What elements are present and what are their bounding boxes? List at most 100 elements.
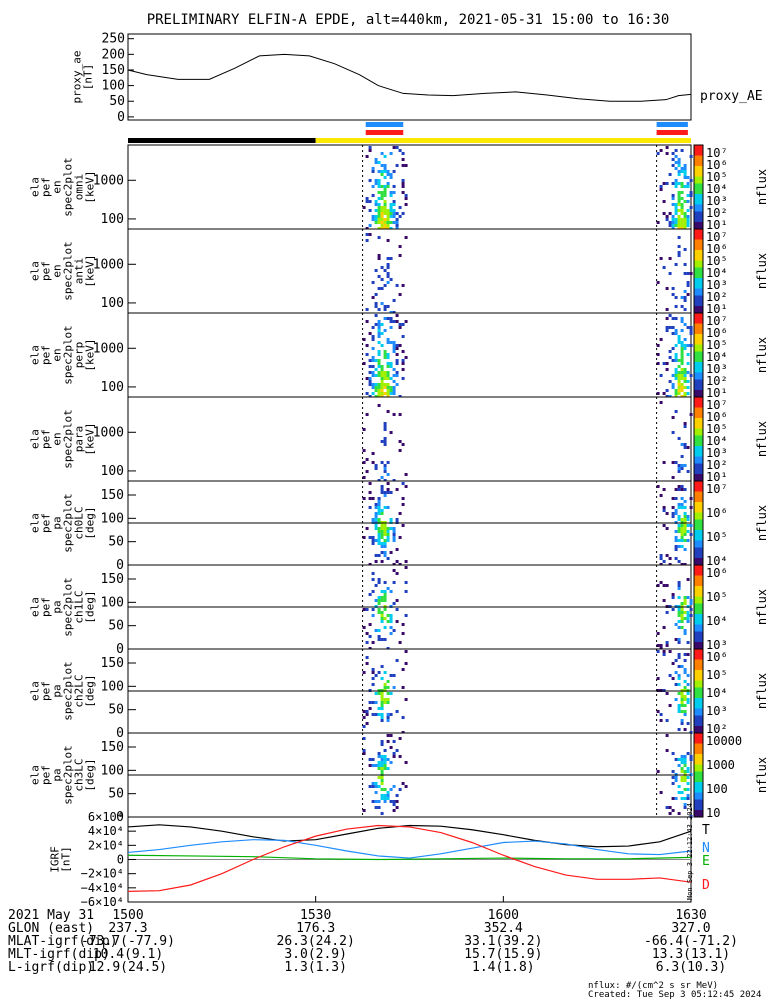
colorbar-tick: 10⁷ — [706, 482, 728, 496]
spec-cell — [683, 788, 687, 791]
spec-cell — [683, 212, 687, 215]
colorbar-step — [694, 320, 703, 324]
spec-cell — [380, 713, 384, 716]
ytick-label: 100 — [102, 79, 125, 94]
spec-cell — [362, 362, 366, 365]
spec-cell — [404, 194, 408, 197]
spec-cell — [386, 488, 390, 491]
spec-cell — [680, 485, 684, 488]
spec-cell — [383, 506, 387, 509]
colorbar-step — [694, 211, 703, 216]
colorbar-label: nflux — [755, 673, 769, 709]
spec-cell — [674, 374, 678, 377]
ylabel-line: en — [51, 432, 64, 445]
spec-cell — [662, 626, 666, 629]
spec-cell — [395, 659, 399, 662]
spec-cell — [377, 536, 381, 539]
spec-cell — [686, 617, 690, 620]
spec-cell — [371, 170, 375, 173]
colorbar-step — [694, 162, 703, 167]
igrf-legend-N: N — [702, 841, 710, 856]
spec-cell — [662, 488, 666, 491]
spec-cell — [371, 326, 375, 329]
spec-cell — [680, 797, 684, 800]
colorbar-step — [694, 750, 703, 755]
spec-cell — [377, 497, 381, 500]
spec-cell — [656, 353, 660, 356]
spec-cell — [380, 509, 384, 512]
spec-cell — [377, 599, 381, 602]
spec-cell — [368, 179, 372, 182]
spec-cell — [686, 683, 690, 686]
spec-cell — [662, 524, 666, 527]
spec-cell — [380, 380, 384, 383]
spec-cell — [383, 533, 387, 536]
spec-cell — [362, 206, 366, 209]
spec-cell — [680, 341, 684, 344]
panel-frame — [127, 228, 692, 314]
spec-cell — [671, 374, 675, 377]
spec-cell — [674, 296, 678, 299]
colorbar-step — [694, 421, 703, 426]
spec-cell — [368, 491, 372, 494]
colorbar-step — [694, 498, 703, 503]
spec-cell — [689, 206, 693, 209]
colorbar-tick: 10⁶ — [706, 410, 728, 424]
spec-cell — [683, 764, 687, 767]
spec-cell — [656, 362, 660, 365]
spec-cell — [386, 218, 390, 221]
spec-cell — [686, 344, 690, 347]
spec-cell — [686, 776, 690, 779]
spec-cell — [689, 758, 693, 761]
colorbar-step — [694, 236, 703, 240]
spec-cell — [668, 224, 672, 227]
spec-cell — [401, 164, 405, 167]
spec-cell — [683, 443, 687, 446]
spec-cell — [674, 545, 678, 548]
spec-cell — [380, 794, 384, 797]
spec-cell — [395, 359, 399, 362]
spec-cell — [674, 167, 678, 170]
colorbar-label-text: nflux — [755, 757, 769, 793]
spec-cell — [674, 353, 678, 356]
spec-cell — [383, 749, 387, 752]
spec-cell — [683, 374, 687, 377]
spec-cell — [395, 800, 399, 803]
colorbar-label: nflux — [755, 337, 769, 373]
spec-cell — [380, 476, 384, 479]
spec-cell — [683, 713, 687, 716]
spec-cell — [380, 611, 384, 614]
spec-cell — [371, 668, 375, 671]
spec-cell — [656, 584, 660, 587]
spec-cell — [377, 629, 381, 632]
spec-cell — [374, 512, 378, 515]
footer-row-value: 33.1(39.2) — [464, 934, 542, 949]
spec-cell — [674, 509, 678, 512]
colorbar-tick: 10⁶ — [706, 158, 728, 172]
spec-cell — [656, 677, 660, 680]
colorbar-tick: 10⁷ — [706, 146, 728, 160]
spec-cell — [389, 194, 393, 197]
colorbar-tick: 10000 — [706, 734, 742, 748]
spec-cell — [377, 767, 381, 770]
spec-cell — [392, 686, 396, 689]
ylabel-line: spec2plot — [62, 577, 75, 637]
spec-cell — [686, 284, 690, 287]
spec-cell — [377, 209, 381, 212]
spec-cell — [386, 701, 390, 704]
colorbar-step — [694, 418, 703, 422]
colorbar-step — [694, 166, 703, 170]
spec-cell — [380, 215, 384, 218]
spec-cell — [680, 692, 684, 695]
spec-cell — [680, 320, 684, 323]
spec-cell — [383, 428, 387, 431]
spec-cell — [389, 206, 393, 209]
spec-cell — [689, 755, 693, 758]
side-stamp: Mon Sep 3 22:12:43 2024 — [686, 803, 694, 900]
colorbar-step — [694, 463, 703, 468]
spec-cell — [377, 218, 381, 221]
spec-cell — [386, 713, 390, 716]
spec-cell — [683, 323, 687, 326]
